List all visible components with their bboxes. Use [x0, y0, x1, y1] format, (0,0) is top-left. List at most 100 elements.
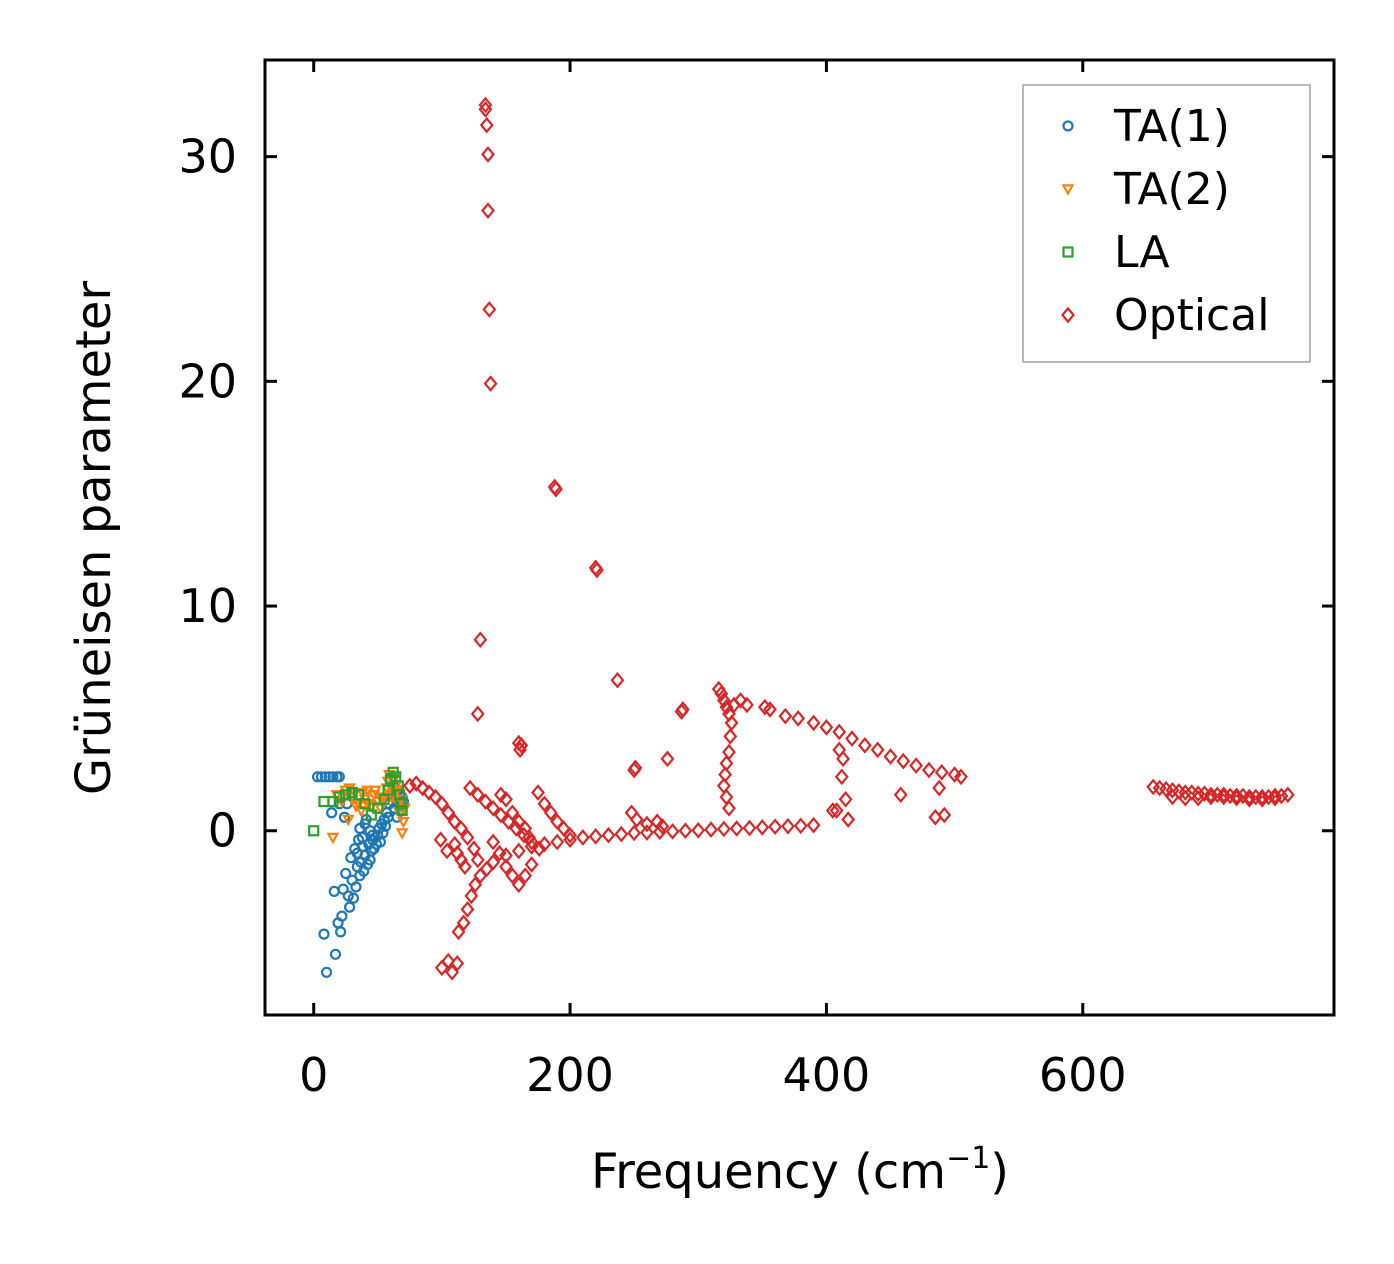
ta-1-point-17: [338, 811, 351, 823]
la-point-7: [359, 798, 371, 810]
optical-point-143: [433, 831, 448, 849]
optical-point-56: [928, 808, 943, 826]
ta-1-point-14: [335, 926, 347, 938]
optical-point-70: [451, 923, 466, 941]
optical-point-108: [434, 795, 449, 813]
optical-point-106: [422, 784, 436, 801]
optical-point-146: [505, 804, 520, 822]
legend-label-la: LA: [1114, 227, 1170, 278]
optical-point-3: [481, 146, 495, 163]
optical-point-49: [896, 752, 911, 770]
legend-label-ta-1: TA(1): [1113, 101, 1230, 152]
optical-point-25: [719, 698, 734, 716]
ta-2-point-26: [397, 817, 410, 829]
optical-point-132: [531, 784, 545, 801]
ta-1-point-6: [333, 771, 345, 783]
la-point-17: [395, 798, 407, 810]
optical-point-77: [486, 853, 501, 871]
optical-point-151: [629, 811, 644, 828]
optical-point-137: [563, 826, 577, 844]
x-axis-label-sup: −1: [946, 1141, 990, 1176]
ta-1-point-9: [326, 807, 338, 819]
optical-point-79: [511, 842, 526, 860]
optical-point-130: [518, 867, 533, 885]
ta-2-point-25: [395, 828, 409, 840]
optical-point-21: [675, 701, 690, 718]
optical-point-67: [441, 952, 456, 970]
optical-point-13: [610, 671, 625, 689]
legend-entries: TA(1) TA(2) LA Optical: [1061, 101, 1269, 341]
optical-point-103: [402, 777, 417, 795]
optical-point-184: [1255, 790, 1270, 808]
ta-1-point-68: [367, 829, 379, 841]
optical-point-124: [532, 840, 547, 858]
optical-point-100: [781, 817, 795, 835]
la-point-9: [372, 802, 384, 814]
optical-point-72: [460, 901, 475, 918]
ta-1-point-65: [356, 831, 369, 844]
optical-point-5: [482, 301, 497, 318]
optical-point-60: [836, 750, 851, 768]
optical-point-115: [463, 779, 478, 797]
optical-point-101: [793, 817, 808, 835]
optical-point-91: [665, 823, 680, 840]
x-tick-label-600: 600: [1039, 1048, 1127, 1102]
optical-point-96: [729, 820, 744, 837]
x-tick-label-400: 400: [783, 1048, 871, 1102]
ta-1-point-10: [328, 885, 340, 898]
y-tick-label-0: 0: [208, 804, 237, 858]
x-axis-label-close: ): [990, 1144, 1009, 1200]
ta-1-point-20: [342, 890, 354, 902]
optical-point-52: [934, 763, 949, 781]
optical-point-180: [1204, 788, 1218, 806]
legend-label-optical: Optical: [1114, 290, 1269, 341]
x-tick-label-200: 200: [526, 1048, 614, 1102]
optical-point-1: [478, 101, 493, 118]
optical-point-116: [470, 786, 485, 804]
optical-point-185: [1268, 789, 1282, 807]
ta-1-point-4: [327, 771, 339, 783]
optical-point-0: [478, 96, 493, 114]
ta-1-point-11: [329, 948, 342, 960]
optical-point-61: [834, 768, 849, 786]
legend-marker-ta-1: [1062, 120, 1074, 132]
ta-1-point-3: [323, 771, 335, 783]
optical-point-84: [575, 829, 590, 846]
optical-point-131: [524, 856, 539, 873]
legend: TA(1) TA(2) LA Optical: [1022, 84, 1311, 363]
optical-point-87: [614, 825, 629, 843]
optical-point-126: [492, 844, 507, 862]
optical-point-51: [922, 761, 936, 779]
ta-2-point-0: [326, 832, 340, 845]
x-tick-label-0: 0: [299, 1048, 328, 1102]
optical-point-112: [460, 829, 475, 846]
optical-point-177: [1165, 788, 1180, 806]
optical-point-89: [640, 824, 654, 841]
ticks-layer: 0 200 400 600 0 10 20 30: [178, 60, 1334, 1102]
ta-2-point-29: [349, 801, 363, 813]
optical-point-50: [909, 757, 924, 774]
marks-layer: [308, 96, 1295, 981]
ta-1-point-21: [343, 901, 356, 913]
optical-point-129: [511, 876, 526, 893]
ta-1-point-26: [350, 881, 362, 893]
optical-point-47: [870, 741, 885, 759]
optical-point-94: [704, 821, 718, 838]
la-point-6: [352, 789, 365, 801]
y-tick-label-30: 30: [178, 130, 237, 184]
optical-point-28: [723, 728, 738, 745]
optical-point-44: [832, 723, 847, 741]
optical-point-24: [716, 692, 731, 709]
ta-1-point-24: [347, 892, 360, 904]
optical-point-57: [937, 806, 952, 824]
optical-point-181: [1216, 788, 1231, 806]
optical-point-58: [932, 779, 947, 797]
ta-1-point-18: [340, 867, 352, 880]
optical-point-19: [514, 737, 529, 754]
optical-point-102: [806, 816, 821, 834]
la-point-5: [346, 786, 358, 799]
ta-1-point-15: [336, 910, 348, 922]
optical-point-4: [481, 202, 495, 219]
